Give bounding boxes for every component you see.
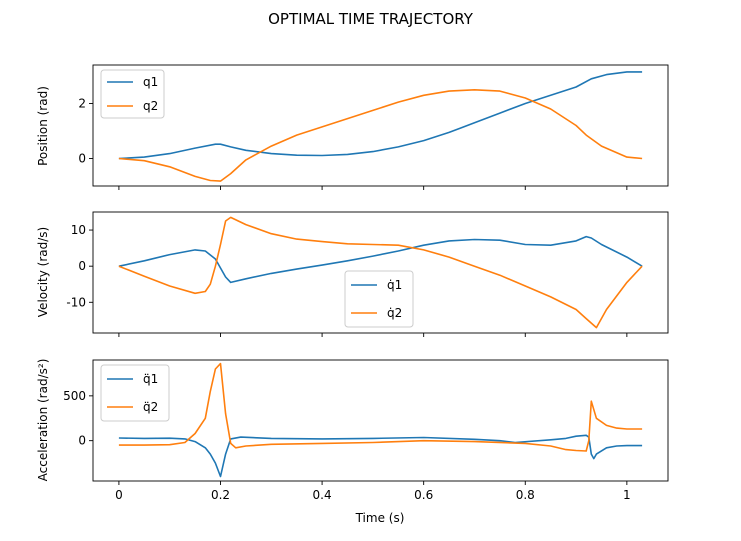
x-tick-label: 0	[115, 488, 123, 502]
y-tick-label: 500	[63, 389, 86, 403]
legend-label: q̈2	[143, 400, 158, 414]
legend-label: q̇2	[387, 306, 402, 320]
legend-label: q2	[143, 99, 158, 113]
axes-frame	[92, 64, 669, 187]
legend: q1 q2	[100, 69, 165, 119]
legend: q̇1 q̇2	[344, 270, 414, 328]
velocity-subplot: -10 0 10 Velocity (rad/s) q̇1 q̇2	[36, 211, 669, 337]
y-axis-label: Acceleration (rad/s²)	[36, 359, 50, 482]
x-tick-label: 0.6	[414, 488, 433, 502]
series-group	[118, 362, 643, 478]
series-line-2	[118, 362, 643, 452]
series-line-1	[118, 434, 643, 478]
series-line-1	[118, 235, 643, 284]
y-tick-label: 2	[78, 97, 86, 111]
series-line-2	[118, 216, 643, 329]
series-line-1	[118, 71, 643, 160]
acceleration-subplot: 0 0.2 0.4 0.6 0.8 1 0 500 Acceleration (rad/s²) q…	[36, 359, 669, 502]
y-tick-label: 10	[71, 223, 86, 237]
x-tick-label: 0.8	[516, 488, 535, 502]
legend-label: q1	[143, 75, 158, 89]
series-group	[118, 216, 643, 329]
x-tick-label: 1	[623, 488, 631, 502]
position-subplot: 0 2 Position (rad) q1 q2	[36, 64, 669, 190]
axes-frame	[92, 359, 669, 482]
y-tick-label: 0	[78, 259, 86, 273]
legend-label: q̈1	[143, 372, 158, 386]
legend-box	[344, 270, 414, 328]
legend-box	[100, 364, 170, 422]
y-tick-label: 0	[78, 152, 86, 166]
x-tick-label: 0.4	[313, 488, 332, 502]
x-tick-label: 0.2	[211, 488, 230, 502]
x-axis-label: Time (s)	[355, 511, 405, 525]
figure-title: OPTIMAL TIME TRAJECTORY	[268, 10, 474, 28]
series-group	[118, 71, 643, 182]
y-tick-label: -10	[66, 295, 86, 309]
y-axis-label: Position (rad)	[36, 86, 50, 166]
legend-label: q̇1	[387, 278, 402, 292]
axes-frame	[92, 211, 669, 334]
series-line-2	[118, 89, 643, 182]
legend: q̈1 q̈2	[100, 364, 170, 422]
y-tick-label: 0	[78, 434, 86, 448]
y-axis-label: Velocity (rad/s)	[36, 227, 50, 317]
